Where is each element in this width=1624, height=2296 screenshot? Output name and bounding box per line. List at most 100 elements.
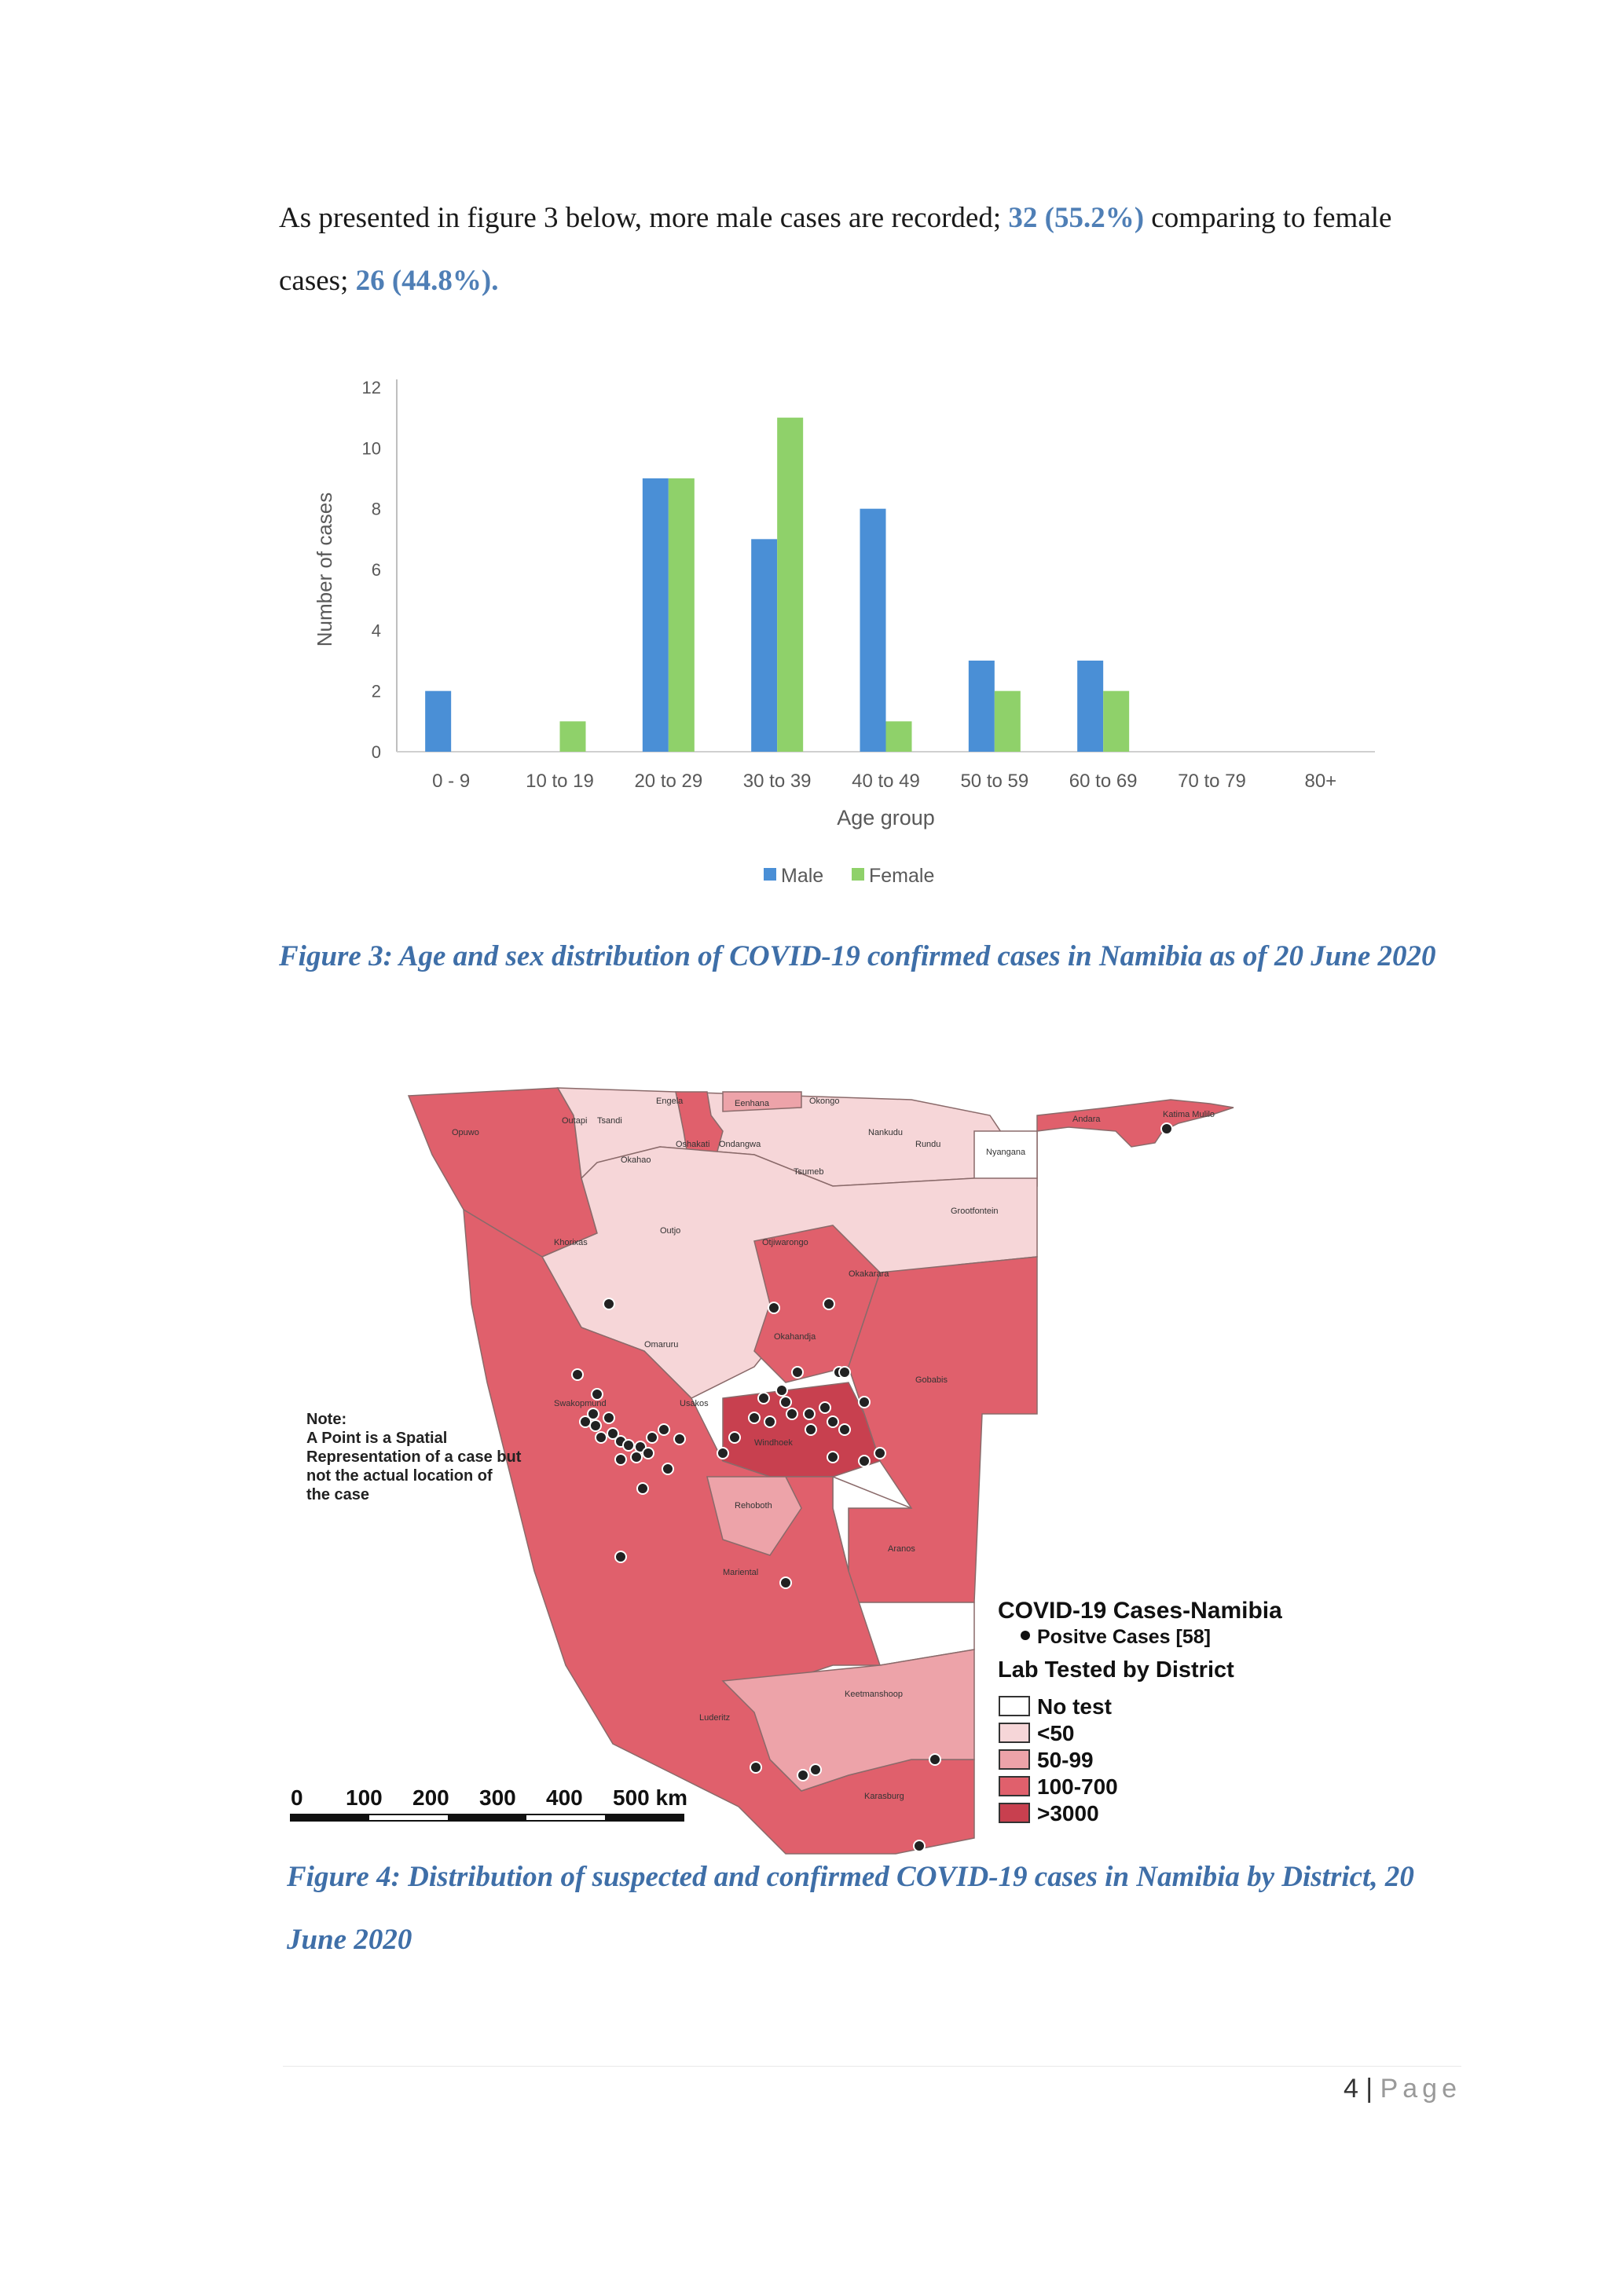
y-tick-label: 0 [372,742,381,762]
y-tick-label: 4 [372,621,381,640]
case-point [571,1368,584,1381]
y-tick-label: 2 [372,682,381,701]
x-tick-label: 20 to 29 [634,771,702,792]
district-label: Okahandja [774,1332,816,1342]
y-tick-label: 6 [372,560,381,580]
legend-swatch [999,1696,1030,1716]
case-point [757,1392,770,1404]
case-point [622,1439,635,1452]
note-line: A Point is a Spatial [306,1430,447,1447]
legend-swatch [999,1776,1030,1796]
scale-label: 300 [479,1785,516,1810]
case-point [673,1433,686,1445]
legend-label-female: Female [869,865,934,887]
district-label: Nyangana [986,1148,1026,1157]
lab-tested-title: Lab Tested by District [998,1657,1234,1683]
y-tick-label: 12 [362,378,381,397]
district-label: Engela [656,1097,684,1106]
case-point [827,1451,839,1463]
district-label: Rundu [915,1140,940,1149]
bar-female [1103,690,1130,752]
note-line: Representation of a case but [306,1448,522,1466]
legend-label: 50-99 [1037,1748,1094,1772]
case-point [587,1408,599,1420]
district-label: Swakopmund [554,1399,607,1408]
legend-label: <50 [1037,1721,1075,1745]
district-label: Luderitz [699,1713,730,1723]
case-point [591,1388,603,1401]
scale-bar-segment [605,1814,684,1821]
bar-male [968,661,995,752]
page-number: 4 [1343,2074,1358,2104]
case-point [579,1415,592,1428]
district-label: Ondangwa [719,1140,761,1149]
case-point [786,1408,798,1420]
district-label: Outapi [562,1116,587,1126]
district-label: Opuwo [452,1128,479,1137]
case-point [603,1412,615,1424]
namibia-district-map: Opuwo Outapi Tsandi Okahao Oshakati Onda… [290,1087,1282,1855]
scale-label: 100 [346,1785,383,1810]
case-point [838,1366,851,1379]
legend-swatch-male [764,868,776,881]
figure3-caption: Figure 3: Age and sex distribution of CO… [279,940,1436,972]
scale-labels: 0 100 200 300 400 500 km [291,1785,687,1810]
legend-swatch [999,1749,1030,1770]
case-point [809,1763,822,1776]
district-label: Windhoek [754,1438,793,1448]
case-point [614,1551,627,1563]
note-line: the case [306,1486,369,1503]
male-stat: 32 (55.2%) [1008,202,1145,234]
map-districts [407,1087,1234,1855]
intro-paragraph: As presented in figure 3 below, more mal… [279,187,1457,313]
district-eenhana [722,1091,802,1112]
bar-female [885,721,912,752]
district-label: Tsumeb [794,1167,824,1177]
x-tick-label: 10 to 19 [526,771,594,792]
legend-swatch-female [852,868,864,881]
x-tick-label: 50 to 59 [960,771,1028,792]
case-point [1160,1122,1173,1135]
map-legend: COVID-19 Cases-Namibia Positve Cases [58… [998,1598,1282,1825]
y-tick-label: 10 [362,438,381,458]
y-axis-label: Number of cases [313,493,336,647]
case-point [748,1412,761,1424]
page-separator: | [1358,2074,1380,2104]
case-point [791,1366,804,1379]
district-label: Tsandi [597,1116,622,1126]
district-label: Usakos [680,1399,709,1408]
case-point [658,1423,670,1436]
positive-case-dot [1021,1631,1030,1640]
x-tick-label: 60 to 69 [1069,771,1138,792]
case-point [838,1423,851,1436]
case-point [827,1415,839,1428]
intro-text-2: comparing to female cases; [279,202,1392,297]
note-line: not the actual location of [306,1467,493,1485]
case-point [662,1463,674,1475]
district-keetmanshoop [721,1649,975,1792]
case-point [589,1419,602,1432]
case-point [874,1447,886,1459]
case-point [764,1415,776,1428]
y-tick-label: 8 [372,500,381,519]
district-label: Oshakati [676,1140,709,1149]
district-rehoboth [706,1476,802,1556]
scale-label: 0 [291,1785,303,1810]
district-label: Okakarara [849,1269,889,1279]
legend-label: 100-700 [1037,1774,1118,1799]
legend-label: No test [1037,1694,1112,1719]
scale-label: 500 km [613,1785,687,1810]
case-point [750,1761,762,1774]
bar-male [425,690,452,752]
page-word: Page [1380,2074,1461,2104]
case-point [614,1453,627,1466]
figure4-caption: Figure 4: Distribution of suspected and … [287,1861,1414,1956]
legend-swatch [999,1803,1030,1823]
x-tick-label: 0 - 9 [432,771,470,792]
legend-swatch [999,1723,1030,1743]
district-label: Outjo [660,1226,680,1236]
age-sex-bar-chart: 0 2 4 6 8 10 12 Number of cases 0 - 9 10 to 19 20 … [313,378,1375,887]
legend-label: >3000 [1037,1801,1099,1825]
case-point [768,1302,780,1314]
case-point [636,1482,649,1495]
